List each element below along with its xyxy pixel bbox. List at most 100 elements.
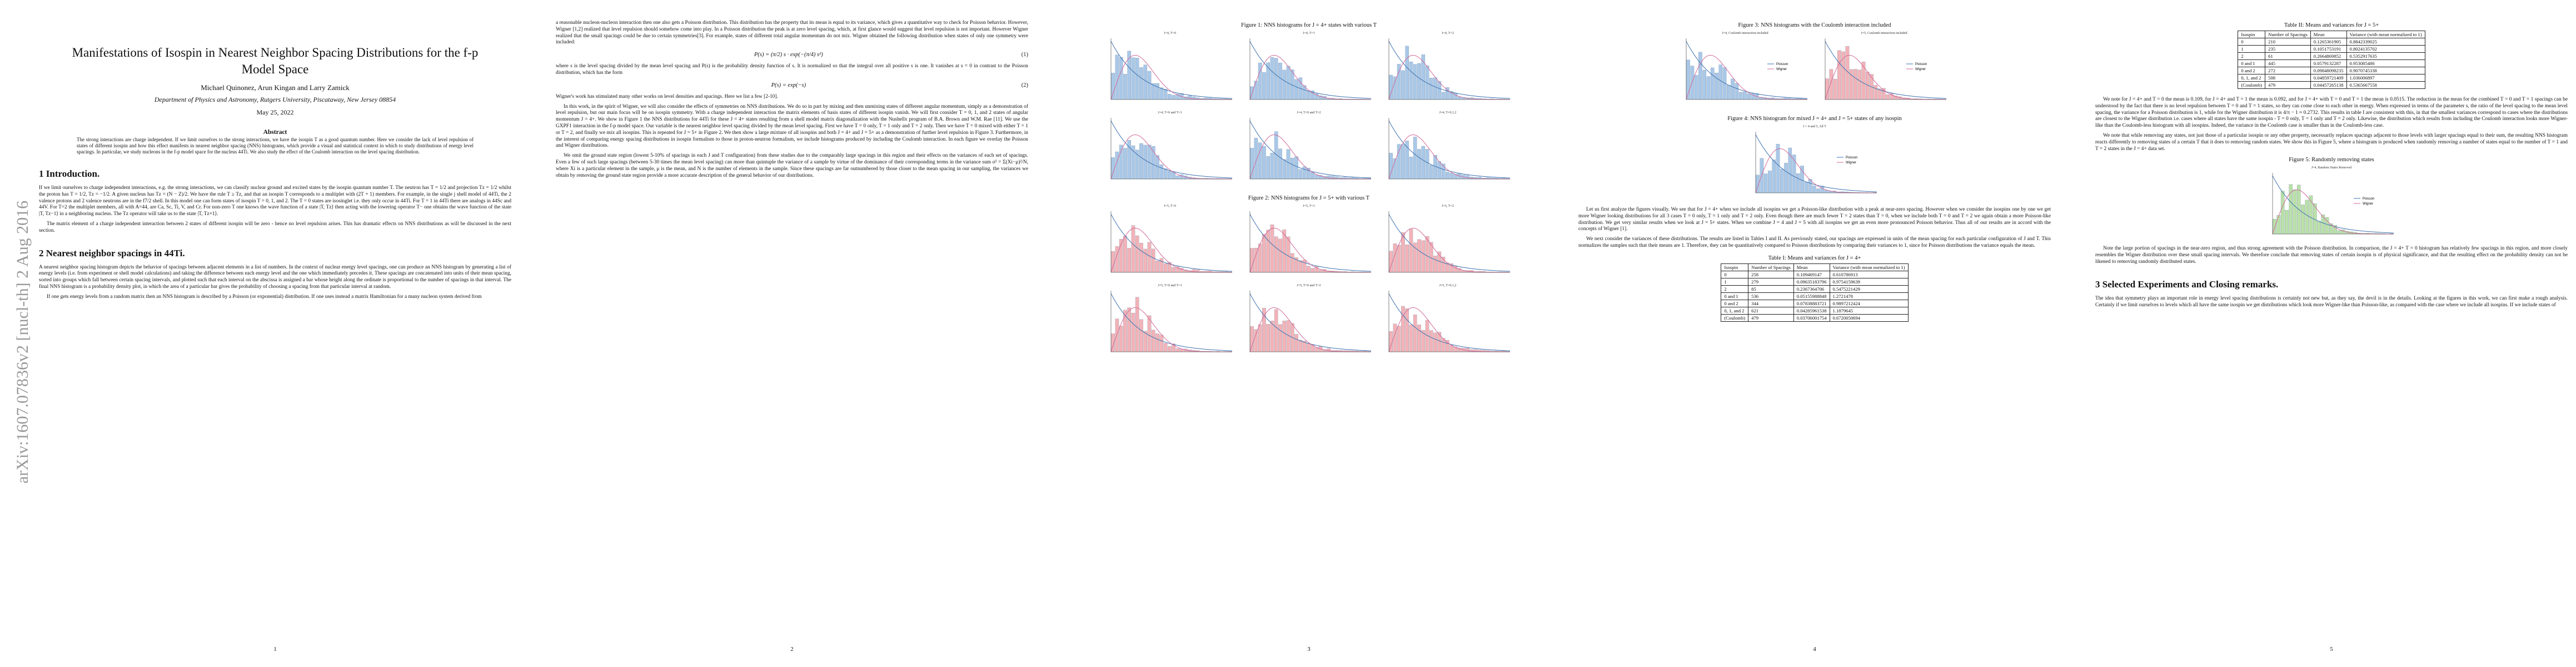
histogram-bar (1139, 143, 1143, 180)
histogram-bar (1155, 333, 1159, 352)
histogram-bar (1413, 315, 1417, 352)
histogram-bar (1250, 248, 1254, 273)
panel-title: J=5, Coulomb interaction included (1861, 32, 1907, 35)
paragraph: We note that while removing any states, … (2095, 132, 2568, 152)
histogram-bar (1291, 157, 1294, 180)
histogram-bar (1433, 77, 1437, 100)
histogram-bar (2317, 221, 2321, 235)
legend-label: Wigner (1776, 68, 1787, 71)
histogram-bar (1139, 243, 1143, 273)
table-cell: 0.0579132287 (2310, 59, 2347, 67)
histogram-bar (2293, 190, 2297, 235)
table-cell: 0.109469147 (1793, 270, 1830, 278)
paragraph: In this work, in the spirit of Wigner, w… (556, 103, 1028, 149)
histogram-bar (1139, 67, 1143, 100)
table-cell: 0.1051753191 (2310, 45, 2347, 53)
table-cell: 0 and 1 (1721, 292, 1749, 300)
histogram-svg (1388, 291, 1511, 352)
histogram-bar (1401, 306, 1405, 352)
histogram-bar (1159, 258, 1164, 273)
histogram-bar (1135, 297, 1139, 352)
histogram-bar (1466, 348, 1469, 352)
histogram-bar (1127, 307, 1131, 352)
paragraph: a reasonable nucleon-nucleon interaction… (556, 20, 1028, 46)
histogram-bar (1417, 63, 1421, 100)
histogram-svg (1388, 118, 1511, 180)
axes (1388, 38, 1510, 100)
paragraph: We omit the ground state region (lowest … (556, 153, 1028, 178)
histogram-bar (1886, 94, 1890, 100)
histogram-bar (1409, 157, 1413, 180)
histogram-panel: J=4, T=0 (1103, 31, 1237, 106)
histogram-bar (1294, 79, 1298, 100)
axes (1110, 211, 1232, 273)
panel-title: J=4, T=0 and T=1 (1158, 111, 1182, 115)
histogram-panel: J=4, T=0 and T=1 (1103, 110, 1237, 185)
histogram-bar (1278, 148, 1282, 180)
histogram-bar (1143, 64, 1148, 100)
histogram-bar (1820, 186, 1825, 193)
page-number: 2 (790, 646, 794, 653)
histogram-bar (1159, 164, 1164, 180)
histogram-bar (1250, 326, 1254, 352)
axes (1825, 38, 1946, 100)
histogram-bar (1262, 72, 1266, 100)
table-cell: 0.9897212424 (1829, 299, 1909, 307)
histogram-bar (1143, 145, 1148, 180)
histogram-bar (1413, 64, 1417, 100)
histogram-bar (1694, 75, 1698, 100)
histogram-bar (1853, 69, 1857, 100)
histogram-panel: J=5, T=0 and T=1 (1103, 283, 1237, 358)
table-cell: 2 (1721, 285, 1749, 293)
histogram-bar (1466, 175, 1469, 180)
histogram-bar (1172, 95, 1175, 100)
histogram-bar (1262, 234, 1266, 273)
histogram-bar (1311, 268, 1314, 273)
histogram-bar (1155, 261, 1159, 273)
table-cell: 1.1879645 (1829, 306, 1909, 315)
legend-label: Wigner (1915, 68, 1926, 71)
table-cell: 508 (2265, 74, 2311, 82)
table-cell: 235 (2265, 45, 2311, 53)
table-row: 1 235 0.1051753191 0.8024135702 (2238, 45, 2425, 53)
histogram-bar (1254, 81, 1258, 100)
table-header: Variance (with mean normalized to 1) (2346, 31, 2425, 38)
panel-title: J = 4 and 5, All T (1803, 125, 1826, 128)
axes (2272, 173, 2394, 235)
histogram-bar (1417, 239, 1421, 273)
histogram-bar (1433, 332, 1437, 352)
histogram-bar (1405, 245, 1409, 273)
histogram-bar (1282, 159, 1287, 180)
table-cell: 2 (2238, 52, 2266, 60)
figure-1-caption: Figure 1: NNS histograms for J = 4+ stat… (1240, 22, 1377, 28)
histogram-bar (1163, 343, 1168, 352)
histogram-bar (2301, 205, 2305, 235)
legend-label: Poisson (1776, 63, 1788, 66)
histogram-panel: Poisson Wigner J = 4 and 5, All T (1748, 124, 1881, 199)
histogram-bar (1768, 171, 1772, 193)
histogram-bar (1131, 312, 1135, 352)
table-row: 0, 1, and 2 621 0.04285961538 1.1879645 (1721, 306, 1909, 315)
histogram-bar (1738, 92, 1743, 100)
histogram-bar (1833, 78, 1837, 100)
histogram-bar (1250, 148, 1254, 180)
table-cell: 0.09848098235 (2310, 67, 2347, 74)
histogram-panel: J=5, T=0 (1103, 203, 1237, 278)
axes (1249, 291, 1371, 352)
table-cell: 210 (2265, 38, 2311, 46)
table-row: 0 258 0.109469147 0.610786913 (1721, 270, 1909, 278)
histogram-bar (1294, 334, 1298, 352)
histogram-bar (1417, 149, 1421, 180)
section-1-title: 1 Introduction. (39, 168, 100, 179)
histogram-bar (1690, 66, 1695, 100)
table-row: 0, 1, and 2 508 0.04859721409 1.036006897 (2238, 74, 2425, 82)
panel-title: J=5, T=2 (1442, 205, 1454, 208)
histogram-bar (1421, 240, 1426, 273)
axes (1249, 211, 1371, 273)
panel-title: J=5, T=0 and T=2 (1297, 284, 1321, 287)
histogram-svg (1110, 38, 1233, 100)
axes (1388, 211, 1510, 273)
histogram-bar (1307, 266, 1311, 273)
histogram-bar (1874, 84, 1878, 100)
histogram-bar (1270, 321, 1274, 352)
